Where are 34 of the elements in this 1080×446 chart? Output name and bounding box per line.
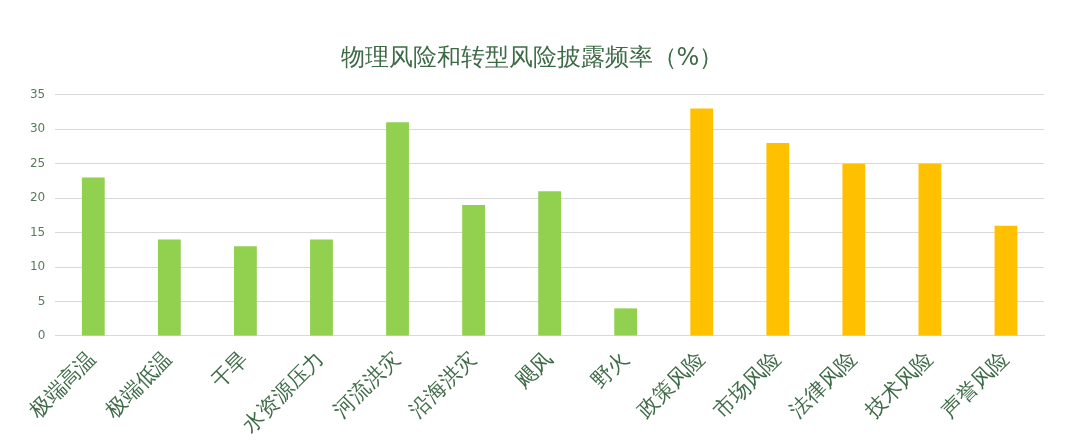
bar: [386, 122, 409, 336]
bar: [614, 308, 638, 336]
bar: [994, 225, 1018, 336]
bar: [842, 163, 866, 336]
chart-title: 物理风险和转型风险披露频率（%）: [340, 42, 724, 71]
x-tick-label: 河流洪灾: [328, 346, 405, 423]
y-tick-label: 30: [29, 121, 46, 136]
bar: [690, 108, 714, 336]
x-tick-label: 野火: [586, 346, 634, 393]
y-tick-label: 0: [37, 328, 46, 343]
x-tick-label: 市场风险: [708, 346, 786, 423]
x-tick-label: 技术风险: [860, 346, 938, 424]
bar: [81, 177, 105, 336]
y-tick-label: 15: [29, 224, 46, 239]
x-tick-label: 极端高温: [23, 346, 101, 424]
y-tick-label: 35: [29, 86, 46, 101]
x-tick-label: 沿海洪灾: [404, 346, 481, 423]
x-tick-label: 政策风险: [632, 346, 710, 423]
y-tick-label: 25: [29, 155, 46, 170]
y-tick-label: 5: [37, 293, 46, 308]
x-tick-label: 法律风险: [784, 346, 862, 423]
bar: [157, 239, 181, 336]
x-tick-label: 声誉风险: [937, 346, 1014, 423]
bar: [918, 163, 942, 336]
bar: [234, 246, 257, 336]
x-tick-label: 极端低温: [99, 346, 177, 424]
bar: [310, 239, 333, 336]
x-tick-label: 干旱: [206, 346, 253, 393]
x-tick-label: 飓风: [510, 346, 558, 393]
y-tick-label: 10: [29, 259, 46, 274]
bar: [766, 143, 790, 336]
y-tick-label: 20: [29, 190, 46, 205]
bar: [538, 191, 562, 336]
bar: [462, 205, 485, 336]
